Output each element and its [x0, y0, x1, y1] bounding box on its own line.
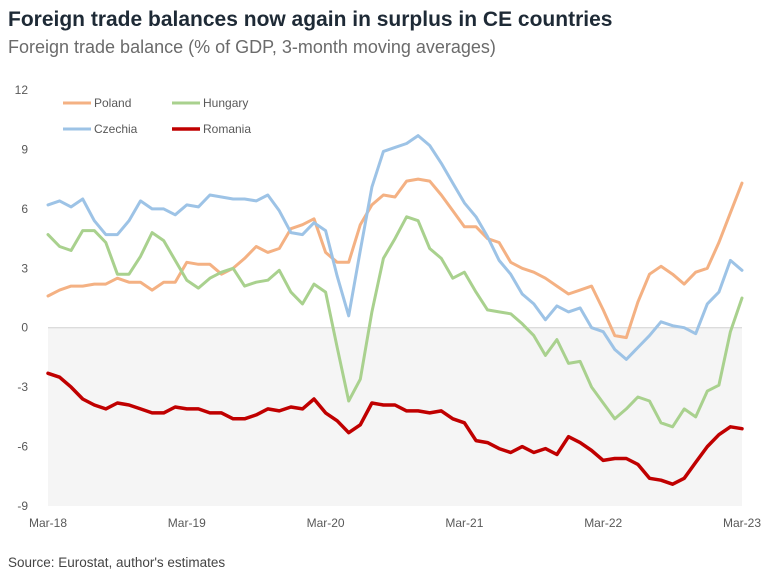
y-tick-label: 6: [21, 202, 28, 216]
legend-label-hungary: Hungary: [203, 96, 248, 110]
y-tick-label: -9: [17, 499, 28, 513]
series-line-poland: [46, 177, 744, 340]
series-line-czechia: [46, 134, 744, 361]
legend-label-poland: Poland: [94, 96, 131, 110]
series-line-hungary: [46, 215, 744, 429]
x-tick-label: Mar-19: [168, 516, 206, 530]
chart-subtitle: Foreign trade balance (% of GDP, 3-month…: [8, 37, 496, 57]
y-tick-label: 12: [15, 83, 29, 97]
y-tick-label: 9: [21, 142, 28, 156]
x-tick-label: Mar-18: [29, 516, 67, 530]
x-tick-label: Mar-21: [445, 516, 483, 530]
x-tick-label: Mar-23: [723, 516, 761, 530]
y-tick-label: -3: [17, 380, 28, 394]
legend-label-czechia: Czechia: [94, 122, 138, 136]
y-tick-label: -6: [17, 440, 28, 454]
series-line-romania: [46, 371, 744, 486]
y-tick-label: 3: [21, 261, 28, 275]
chart-title: Foreign trade balances now again in surp…: [8, 8, 613, 31]
y-tick-label: 0: [21, 321, 28, 335]
source-note: Source: Eurostat, author's estimates: [8, 555, 226, 570]
negative-region-shading: [48, 327, 742, 506]
x-tick-label: Mar-20: [307, 516, 345, 530]
x-tick-label: Mar-22: [584, 516, 622, 530]
legend-label-romania: Romania: [203, 122, 251, 136]
